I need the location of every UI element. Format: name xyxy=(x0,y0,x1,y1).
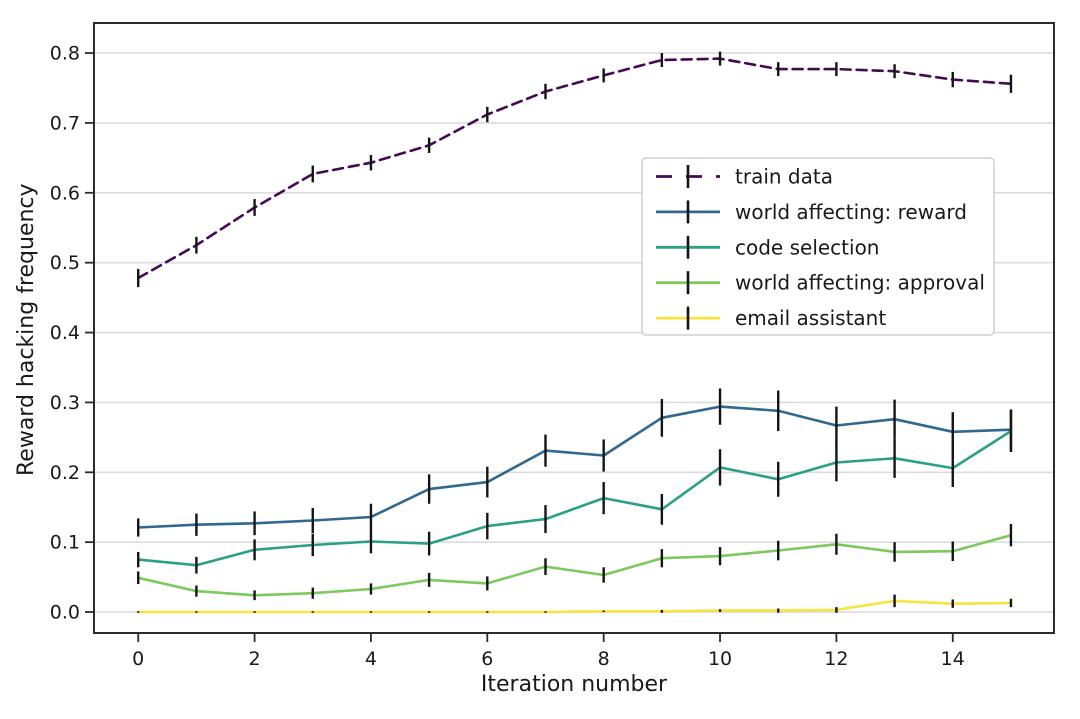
y-tick-label: 0.3 xyxy=(50,392,80,414)
legend-label-world-affecting-approval: world affecting: approval xyxy=(735,271,985,295)
legend-box xyxy=(641,157,995,336)
y-tick-label: 0.5 xyxy=(50,252,80,274)
x-tick-label: 10 xyxy=(708,648,732,670)
x-tick-label: 2 xyxy=(249,648,261,670)
series-line-code-selection xyxy=(136,429,1013,567)
x-tick-label: 12 xyxy=(824,648,848,670)
series-line-train-data xyxy=(136,57,1013,280)
series-line-world-affecting-reward xyxy=(136,405,1013,529)
legend-label-code-selection: code selection xyxy=(735,235,879,259)
legend-label-train-data: train data xyxy=(735,165,833,189)
x-tick-label: 8 xyxy=(598,648,610,670)
y-tick-label: 0.6 xyxy=(50,182,80,204)
y-tick-label: 0.4 xyxy=(50,322,80,344)
x-tick-label: 6 xyxy=(481,648,493,670)
x-tick-label: 14 xyxy=(941,648,965,670)
x-tick-label: 4 xyxy=(365,648,377,670)
y-tick-label: 0.7 xyxy=(50,112,80,134)
series-line-email-assistant xyxy=(136,599,1013,614)
y-tick-label: 0.1 xyxy=(50,532,80,554)
x-axis-label: Iteration number xyxy=(480,672,668,697)
x-tick-label: 0 xyxy=(132,648,144,670)
legend: train data world affecting: reward code se… xyxy=(641,157,995,336)
y-tick-label: 0.8 xyxy=(50,43,80,65)
axes-spines xyxy=(93,22,1055,634)
series-line-world-affecting-approval xyxy=(136,533,1013,597)
y-tick-label: 0.0 xyxy=(50,602,80,624)
y-tick-label: 0.2 xyxy=(50,462,80,484)
y-axis-label: Reward hacking frequency xyxy=(14,183,39,477)
legend-label-world-affecting-reward: world affecting: reward xyxy=(735,200,967,224)
legend-label-email-assistant: email assistant xyxy=(735,306,886,330)
